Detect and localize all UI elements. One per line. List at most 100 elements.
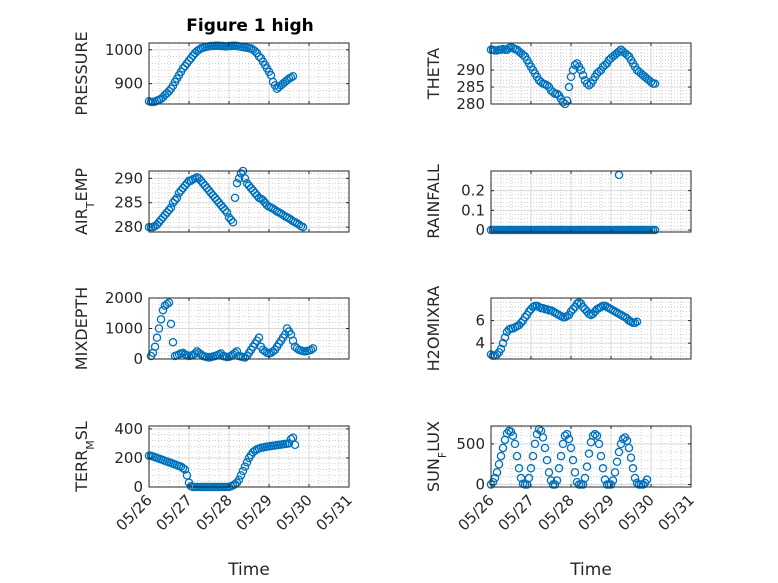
data-point: [592, 431, 602, 441]
data-point: [590, 429, 600, 439]
data-point: [552, 476, 562, 485]
data-point: [238, 466, 248, 476]
y-tick-label: 0: [475, 476, 485, 494]
y-tick-label: 0: [133, 350, 143, 368]
minor-grid: [490, 170, 692, 232]
y-tick-label: 6: [475, 312, 485, 330]
data-point: [564, 82, 574, 92]
y-tick-label: 500: [456, 435, 485, 453]
data-point: [632, 317, 642, 326]
y-tick-label: 280: [114, 218, 143, 236]
data-point: [298, 222, 308, 232]
data-point: [234, 475, 244, 484]
data-point: [232, 178, 242, 188]
data-point: [190, 349, 200, 358]
data-point: [594, 67, 604, 77]
y-axis-label: AIRTEMP: [72, 168, 97, 235]
data-point: [526, 464, 536, 473]
data-point: [288, 71, 298, 81]
y-tick-label: 290: [456, 61, 485, 79]
data-point: [550, 480, 560, 489]
data-point: [530, 439, 540, 449]
axes-box: [490, 42, 692, 105]
y-tick-label: 1000: [105, 41, 143, 59]
y-tick-label: 400: [114, 420, 143, 438]
data-point: [598, 464, 608, 473]
data-point: [164, 86, 174, 96]
data-point: [614, 47, 624, 56]
data-point: [520, 312, 530, 322]
data-point: [524, 473, 534, 483]
data-point: [578, 70, 588, 80]
data-point: [232, 347, 242, 356]
y-tick-label: 2000: [105, 289, 143, 307]
data-point: [492, 468, 502, 477]
data-point: [628, 464, 638, 473]
data-point: [588, 431, 598, 441]
data-point: [220, 205, 230, 215]
data-point: [492, 350, 502, 359]
data-point: [606, 480, 616, 489]
data-point: [558, 439, 568, 449]
data-point: [516, 318, 526, 328]
data-point: [516, 473, 526, 483]
data-point: [642, 475, 652, 484]
data-point: [260, 347, 270, 356]
data-point: [568, 305, 578, 314]
data-point: [234, 174, 244, 183]
y-tick-label: 0.2: [461, 182, 485, 200]
data-point: [230, 193, 240, 203]
data-point: [618, 434, 628, 444]
data-point: [512, 451, 522, 461]
data-point: [166, 319, 176, 329]
data-point: [622, 50, 632, 60]
data-point: [594, 439, 604, 449]
subplot-6: 4 6 H2OMIXRA: [424, 286, 692, 371]
data-point: [584, 449, 594, 458]
y-axis-label: MIXDEPTH: [72, 287, 91, 370]
data-point: [580, 473, 590, 483]
data-point: [552, 89, 562, 99]
data-point: [228, 217, 238, 227]
data-point: [500, 333, 510, 342]
y-axis-label: RAINFALL: [424, 164, 443, 239]
data-point: [164, 298, 174, 307]
y-tick-label: 1000: [105, 320, 143, 338]
data-point: [240, 174, 250, 183]
data-point: [254, 52, 264, 61]
data-point: [168, 337, 178, 347]
data-point: [514, 464, 524, 473]
data-point: [568, 455, 578, 465]
data-point: [646, 77, 656, 87]
data-point: [284, 439, 294, 448]
data-point: [286, 434, 296, 444]
data-point: [510, 439, 520, 449]
axes-box: [490, 297, 692, 360]
data-point: [290, 440, 300, 450]
subplot-3: 280 285 290 AIRTEMP: [72, 166, 350, 236]
data-point: [614, 447, 624, 457]
subplot-5: 0 1000 2000 MIXDEPTH: [72, 287, 350, 370]
axes-box: [148, 42, 350, 105]
series-markers: [486, 425, 652, 489]
y-axis-label: SUNFLUX: [424, 421, 449, 492]
data-point: [610, 468, 620, 477]
data-point: [542, 81, 552, 90]
data-point: [226, 215, 236, 225]
series-markers: [486, 42, 660, 109]
data-point: [518, 50, 528, 60]
series-markers: [144, 41, 298, 107]
y-tick-label: 0: [133, 478, 143, 496]
minor-grid: [148, 426, 350, 488]
data-point: [554, 464, 564, 473]
y-axis-label: PRESSURE: [72, 31, 91, 115]
x-axis-label: Time: [227, 560, 270, 580]
data-point: [254, 333, 264, 342]
data-point: [650, 79, 660, 88]
y-tick-label: 4: [475, 334, 485, 352]
data-point: [164, 205, 174, 215]
data-point: [508, 431, 518, 441]
